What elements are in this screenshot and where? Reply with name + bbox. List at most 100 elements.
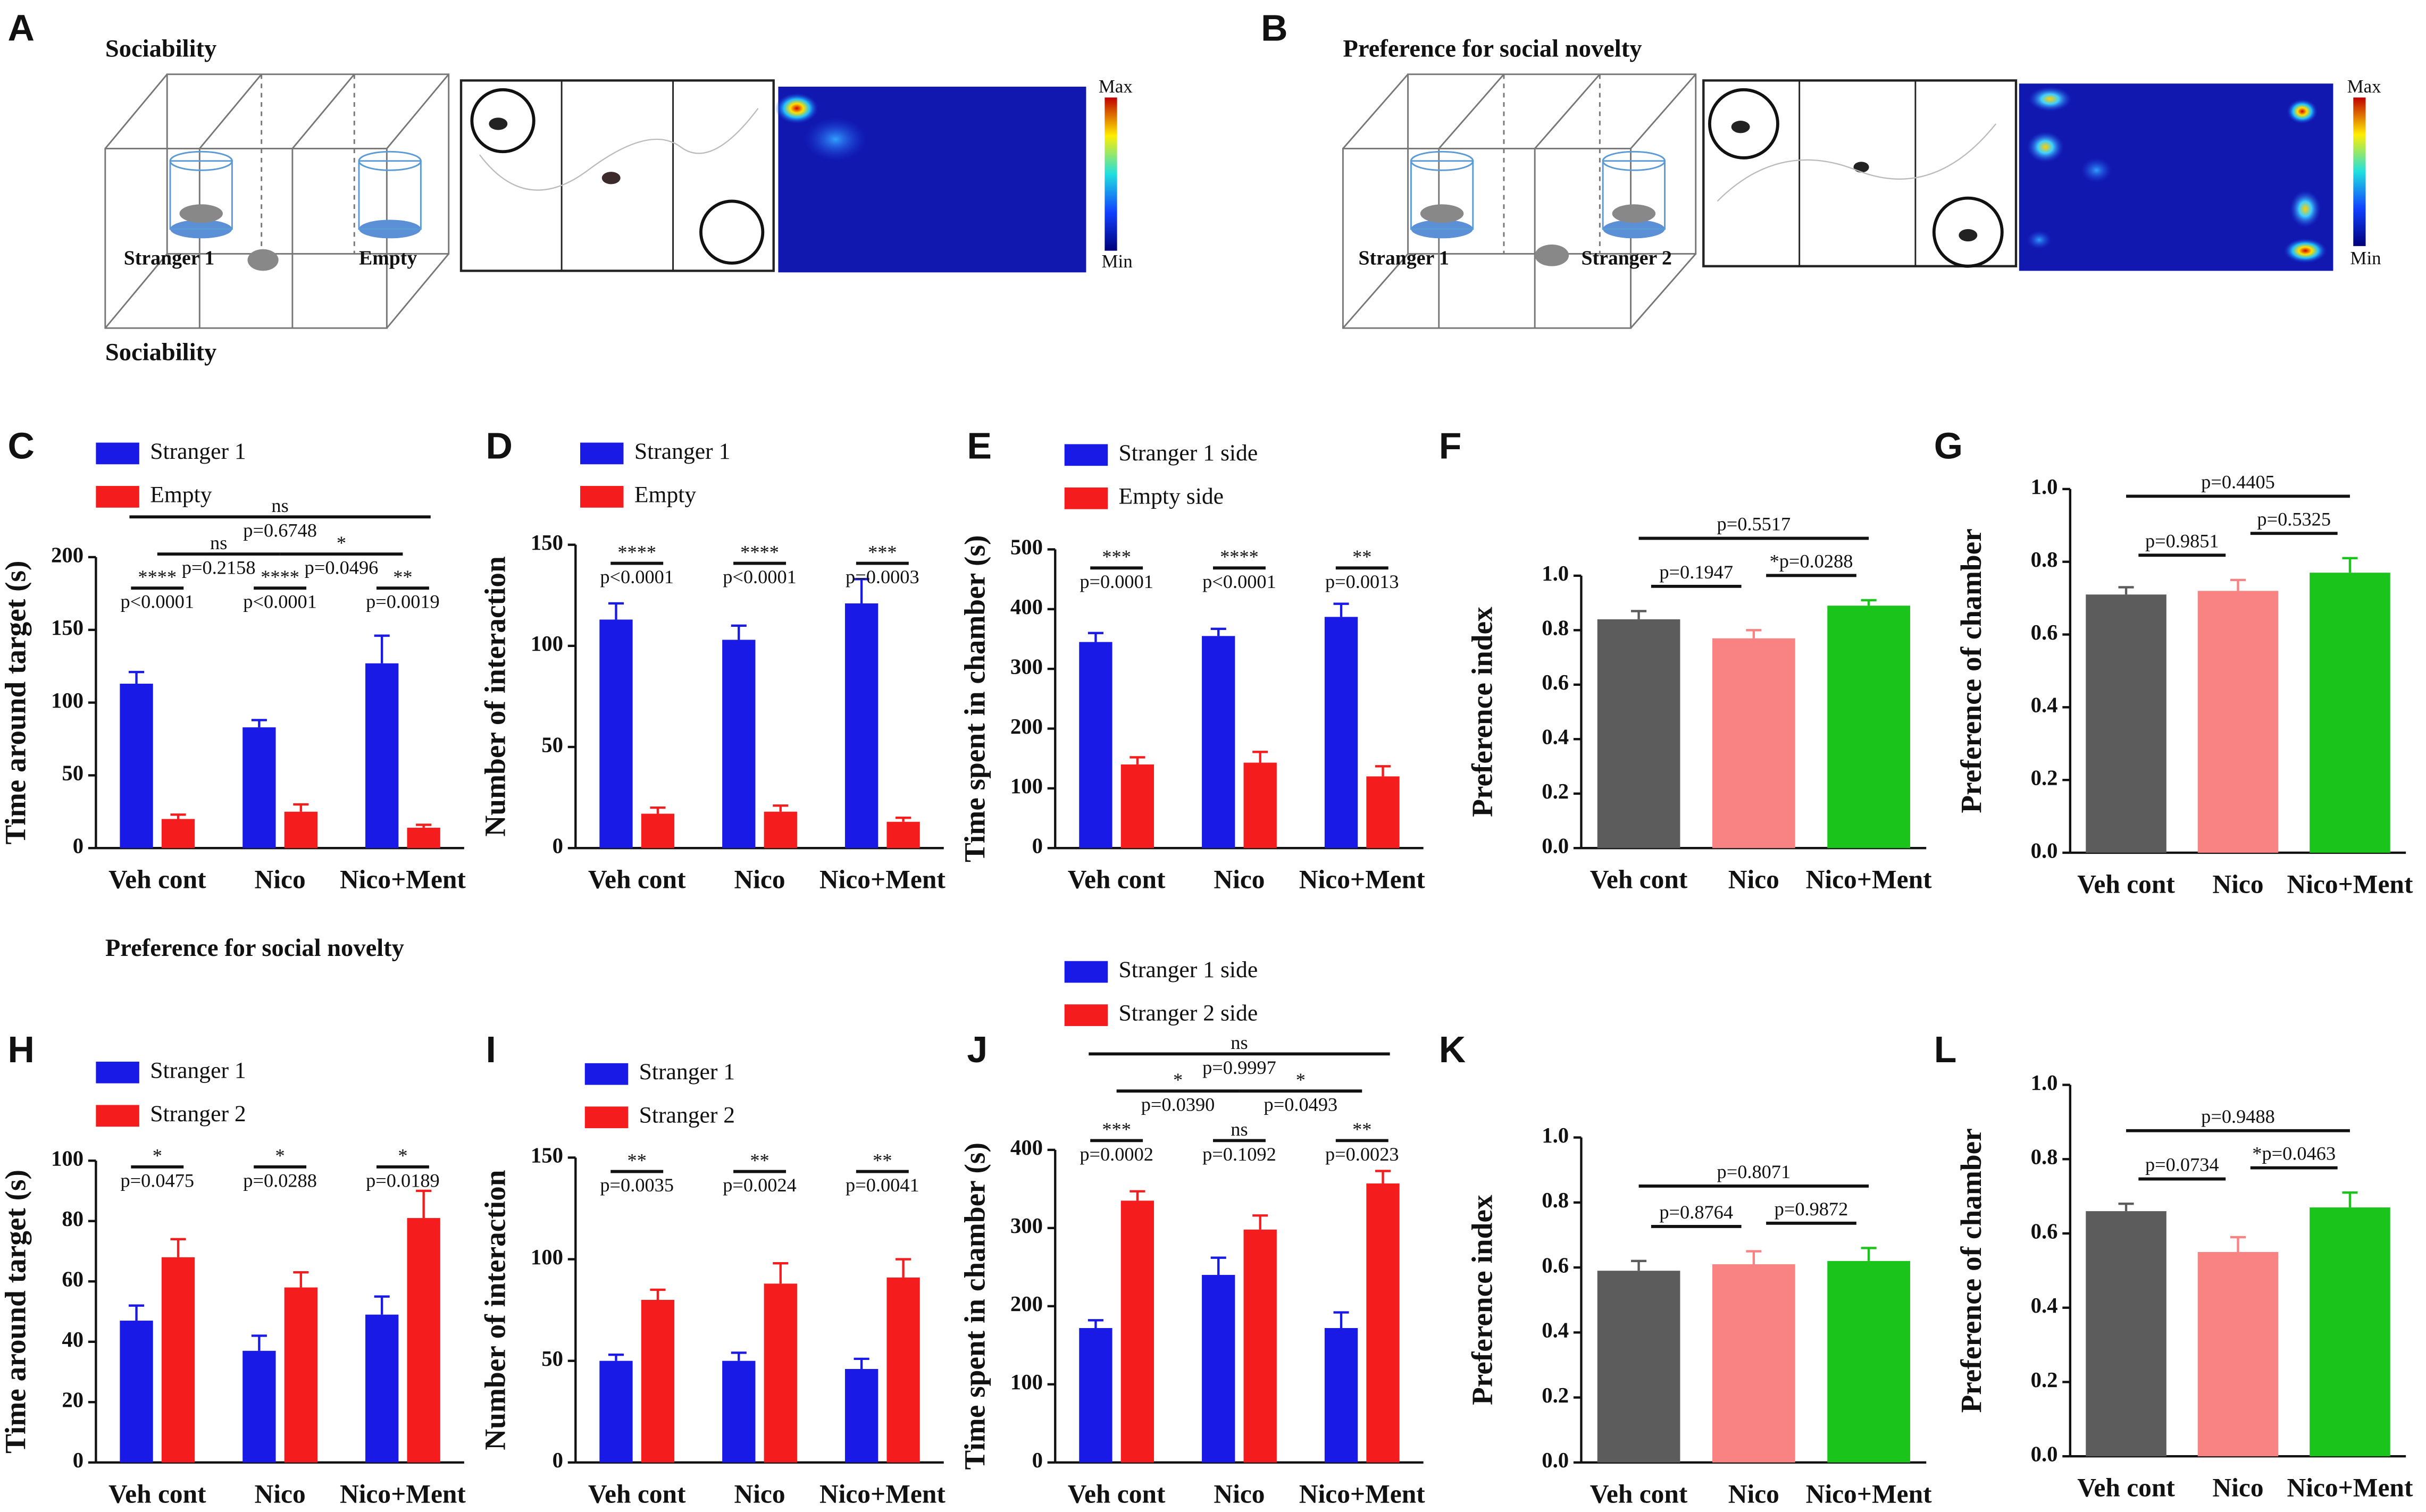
panel-letter: B xyxy=(1261,7,1287,49)
bar xyxy=(599,1360,633,1463)
y-tick-label: 0.4 xyxy=(2031,693,2058,717)
y-axis-label: Time spent in chamber (s) xyxy=(958,535,991,862)
colorbar-label: Min xyxy=(1102,251,1133,272)
significance: **** xyxy=(138,566,177,587)
legend-label: Empty xyxy=(634,482,697,507)
panel-letter: A xyxy=(8,7,35,49)
y-tick-label: 1.0 xyxy=(2031,475,2058,499)
significance: ns xyxy=(1231,1032,1248,1053)
y-tick-label: 0.4 xyxy=(2031,1293,2058,1317)
legend-label: Stranger 1 xyxy=(639,1059,735,1085)
colorbar-label: Min xyxy=(2350,248,2381,268)
y-tick-label: 0.6 xyxy=(1542,1253,1569,1277)
section-heading: Preference for social novelty xyxy=(105,935,404,962)
p-value: p=0.8071 xyxy=(1717,1161,1791,1182)
panel-letter: H xyxy=(8,1029,35,1070)
significance: ** xyxy=(1352,546,1371,567)
bar xyxy=(886,1277,920,1463)
x-tick-label: Veh cont xyxy=(1068,865,1166,894)
bar xyxy=(1324,617,1358,849)
p-value: p=0.0003 xyxy=(846,566,919,587)
y-axis-label: Time around target (s) xyxy=(0,561,32,845)
bar xyxy=(242,1350,276,1463)
p-value: p=0.9997 xyxy=(1202,1057,1276,1078)
legend-swatch xyxy=(96,1105,139,1127)
heatmap xyxy=(775,87,1086,273)
significance: *** xyxy=(1102,1119,1131,1140)
y-axis-label: Preference index xyxy=(1466,1195,1499,1405)
x-tick-label: Nico xyxy=(1214,1479,1265,1508)
y-tick-label: 100 xyxy=(1010,1370,1043,1394)
x-tick-label: Nico+Ment xyxy=(1806,865,1932,894)
bar xyxy=(1324,1328,1358,1463)
p-value: p=0.0288 xyxy=(243,1170,317,1191)
legend-label: Empty xyxy=(150,482,212,507)
bar xyxy=(844,1368,879,1463)
diagram-label: Stranger 1 xyxy=(124,247,215,270)
bar xyxy=(641,813,675,849)
panel-title: Preference for social novelty xyxy=(1343,36,1642,63)
y-tick-label: 80 xyxy=(62,1207,83,1231)
y-tick-label: 60 xyxy=(62,1267,83,1291)
legend-swatch xyxy=(96,442,139,465)
significance: * xyxy=(275,1145,285,1166)
bar xyxy=(120,684,153,849)
y-tick-label: 0.0 xyxy=(2031,1442,2058,1466)
legend-swatch xyxy=(96,1061,139,1083)
bar xyxy=(1366,1183,1400,1463)
significance: *** xyxy=(1102,546,1131,567)
y-tick-label: 0.4 xyxy=(1542,1318,1569,1342)
y-tick-label: 1.0 xyxy=(1542,561,1569,585)
p-value: p<0.0001 xyxy=(120,591,194,612)
y-tick-label: 300 xyxy=(1010,1214,1043,1238)
bar xyxy=(242,727,276,849)
bar xyxy=(2310,1207,2390,1457)
legend-swatch xyxy=(1064,961,1108,983)
cylinder xyxy=(1602,150,1666,239)
legend-label: Stranger 1 xyxy=(150,439,246,464)
p-value: p=0.1092 xyxy=(1202,1144,1276,1165)
bar xyxy=(764,1283,797,1463)
x-tick-label: Veh cont xyxy=(1590,865,1688,894)
x-tick-label: Nico+Ment xyxy=(1299,865,1425,894)
p-value: p=0.0390 xyxy=(1141,1094,1215,1115)
x-tick-label: Veh cont xyxy=(108,865,206,894)
p-value: p=0.0734 xyxy=(2145,1154,2219,1175)
bar xyxy=(2197,591,2279,853)
x-tick-label: Nico xyxy=(2212,869,2263,898)
y-tick-label: 0 xyxy=(1032,1448,1043,1472)
p-value: p=0.0035 xyxy=(600,1174,674,1196)
bar xyxy=(1079,1328,1112,1463)
panel-letter: E xyxy=(967,425,992,467)
significance: ** xyxy=(1352,1119,1371,1140)
x-tick-label: Nico xyxy=(1728,865,1779,894)
panel-title: Sociability xyxy=(105,36,216,63)
y-axis-label: Time spent in chamber (s) xyxy=(958,1143,991,1469)
bar xyxy=(1597,619,1680,849)
p-value: p=0.0019 xyxy=(366,591,440,612)
p-value: p<0.0001 xyxy=(1202,571,1276,592)
significance: **** xyxy=(740,541,779,562)
p-value: p=0.0001 xyxy=(1080,571,1153,592)
p-value: p=0.2158 xyxy=(182,557,256,578)
section-heading: Sociability xyxy=(105,339,216,366)
legend-label: Stranger 2 xyxy=(150,1101,246,1127)
bar xyxy=(886,821,920,849)
p-value: p=0.0023 xyxy=(1325,1144,1399,1165)
bar xyxy=(1202,1275,1235,1463)
significance: *** xyxy=(868,541,897,562)
y-tick-label: 0.0 xyxy=(2031,838,2058,862)
x-tick-label: Nico+Ment xyxy=(1299,1479,1425,1508)
y-tick-label: 0.2 xyxy=(1542,779,1569,803)
y-tick-label: 0.6 xyxy=(1542,670,1569,694)
bar xyxy=(1243,1229,1277,1463)
bar xyxy=(284,811,318,849)
significance: ** xyxy=(393,566,412,587)
apparatus xyxy=(1342,73,1697,329)
bar xyxy=(1712,1264,1795,1463)
y-tick-label: 0 xyxy=(73,1448,83,1472)
panel-letter: G xyxy=(1934,425,1963,467)
panel-letter: L xyxy=(1934,1029,1957,1070)
x-tick-label: Nico xyxy=(1214,865,1265,894)
